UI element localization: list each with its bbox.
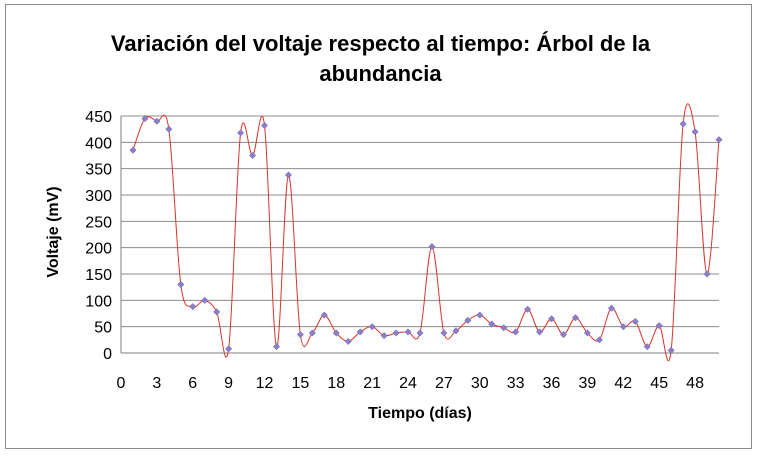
data-point-marker: [344, 337, 352, 345]
y-tick-label: 150: [85, 267, 112, 284]
x-tick-label: 30: [471, 375, 489, 392]
data-point-marker: [404, 328, 412, 336]
x-axis-ticks: 0 3 6 9 12 15 18 21 24 27 30 33 36 39 42 45 48: [117, 375, 705, 392]
data-point-marker: [129, 146, 137, 154]
data-point-marker: [141, 115, 149, 123]
data-point-marker: [607, 304, 615, 312]
x-tick-label: 36: [543, 375, 561, 392]
series-markers: [129, 115, 723, 354]
y-tick-label: 350: [85, 162, 112, 179]
data-point-marker: [679, 120, 687, 128]
data-point-marker: [320, 311, 328, 319]
x-tick-label: 45: [650, 375, 668, 392]
chart-title-line-1: Variación del voltaje respecto al tiempo…: [110, 31, 651, 56]
data-point-marker: [296, 331, 304, 339]
x-tick-label: 0: [117, 375, 126, 392]
y-tick-label: 50: [94, 320, 112, 337]
x-tick-label: 21: [363, 375, 381, 392]
data-point-marker: [440, 329, 448, 337]
data-point-marker: [691, 128, 699, 136]
data-point-marker: [237, 129, 245, 137]
x-tick-label: 33: [507, 375, 525, 392]
y-axis-title: Voltaje (mV): [45, 186, 62, 277]
x-tick-label: 24: [399, 375, 417, 392]
data-point-marker: [476, 311, 484, 319]
data-point-marker: [524, 305, 532, 313]
y-tick-label: 100: [85, 293, 112, 310]
y-tick-label: 300: [85, 188, 112, 205]
data-point-marker: [201, 296, 209, 304]
data-point-marker: [225, 345, 233, 353]
x-tick-label: 27: [435, 375, 453, 392]
data-point-marker: [284, 171, 292, 179]
chart-frame: [5, 4, 752, 449]
data-point-marker: [177, 280, 185, 289]
data-point-marker: [703, 270, 711, 278]
data-point-marker: [559, 331, 568, 339]
x-tick-label: 6: [188, 375, 197, 392]
x-tick-label: 42: [614, 375, 632, 392]
y-tick-label: 0: [103, 346, 112, 363]
data-point-marker: [548, 315, 556, 323]
data-point-marker: [380, 332, 388, 340]
data-point-marker: [464, 316, 472, 324]
x-tick-label: 18: [327, 375, 345, 392]
y-axis-ticks: 0 50 100 150 200 250 300 350 400 450: [85, 109, 112, 363]
gridlines: [120, 115, 719, 354]
data-point-marker: [583, 329, 591, 337]
data-point-marker: [619, 323, 627, 331]
data-point-marker: [631, 317, 639, 325]
data-point-marker: [189, 303, 197, 311]
data-point-marker: [165, 125, 173, 133]
chart-title-line-2: abundancia: [319, 61, 442, 86]
data-point-marker: [452, 327, 460, 335]
y-tick-label: 400: [85, 135, 112, 152]
data-point-marker: [308, 329, 316, 337]
data-point-marker: [332, 329, 340, 337]
x-tick-label: 48: [686, 375, 704, 392]
data-point-marker: [571, 314, 580, 322]
data-point-marker: [500, 324, 508, 332]
data-point-marker: [488, 320, 496, 328]
data-point-marker: [153, 117, 161, 125]
x-axis-title: Tiempo (días): [368, 405, 472, 422]
data-point-marker: [667, 346, 675, 354]
y-tick-label: 250: [85, 214, 112, 231]
x-tick-label: 9: [224, 375, 233, 392]
data-point-marker: [213, 308, 221, 316]
data-point-marker: [356, 328, 364, 336]
data-point-marker: [368, 323, 376, 331]
x-tick-label: 39: [579, 375, 597, 392]
x-tick-label: 3: [152, 375, 161, 392]
data-point-marker: [715, 136, 723, 144]
x-tick-label: 12: [256, 375, 274, 392]
data-point-marker: [512, 328, 520, 336]
data-point-marker: [416, 329, 424, 337]
data-point-marker: [643, 343, 651, 351]
data-point-marker: [260, 121, 269, 130]
data-point-marker: [536, 328, 544, 336]
y-tick-label: 200: [85, 241, 112, 258]
data-point-marker: [428, 243, 436, 251]
data-point-marker: [595, 336, 603, 344]
data-point-marker: [392, 329, 400, 337]
y-tick-label: 450: [85, 109, 112, 126]
x-tick-label: 15: [292, 375, 310, 392]
data-point-marker: [249, 151, 257, 160]
data-point-marker: [272, 343, 281, 351]
data-point-marker: [655, 322, 663, 330]
